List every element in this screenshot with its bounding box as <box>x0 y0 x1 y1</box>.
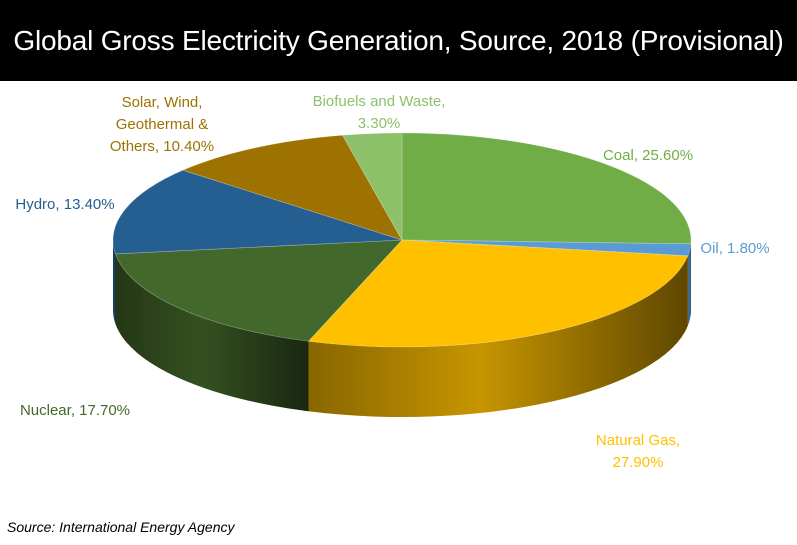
label-hydro: Hydro, 13.40% <box>15 196 114 213</box>
slice-solar-wind-geothermal-others <box>181 134 403 241</box>
slice-side-shade-oil <box>687 243 691 326</box>
label-nuclear: Nuclear, 17.70% <box>20 402 130 419</box>
label-oil: Oil, 1.80% <box>700 240 769 257</box>
label-biofuels-and-waste: Biofuels and Waste, 3.30% <box>313 93 446 132</box>
label-natural-gas: Natural Gas, 27.90% <box>596 432 680 471</box>
slice-nuclear <box>114 239 403 342</box>
slice-side-shade-natural-gas <box>308 255 688 417</box>
slice-hydro <box>112 169 403 255</box>
source-note: Source: International Energy Agency <box>7 519 235 535</box>
label-solar-wind-geothermal-others: Solar, Wind, Geothermal & Others, 10.40% <box>110 94 214 155</box>
slice-natural-gas <box>307 239 689 348</box>
title-bar: Global Gross Electricity Generation, Sou… <box>0 0 797 81</box>
slice-coal <box>401 132 692 245</box>
label-coal: Coal, 25.60% <box>603 147 693 164</box>
slice-biofuels-and-waste <box>341 132 403 242</box>
slice-oil <box>401 239 692 257</box>
slice-side-shade-hydro <box>113 240 116 324</box>
chart-title: Global Gross Electricity Generation, Sou… <box>13 24 784 56</box>
slice-side-shade-nuclear <box>115 253 309 412</box>
